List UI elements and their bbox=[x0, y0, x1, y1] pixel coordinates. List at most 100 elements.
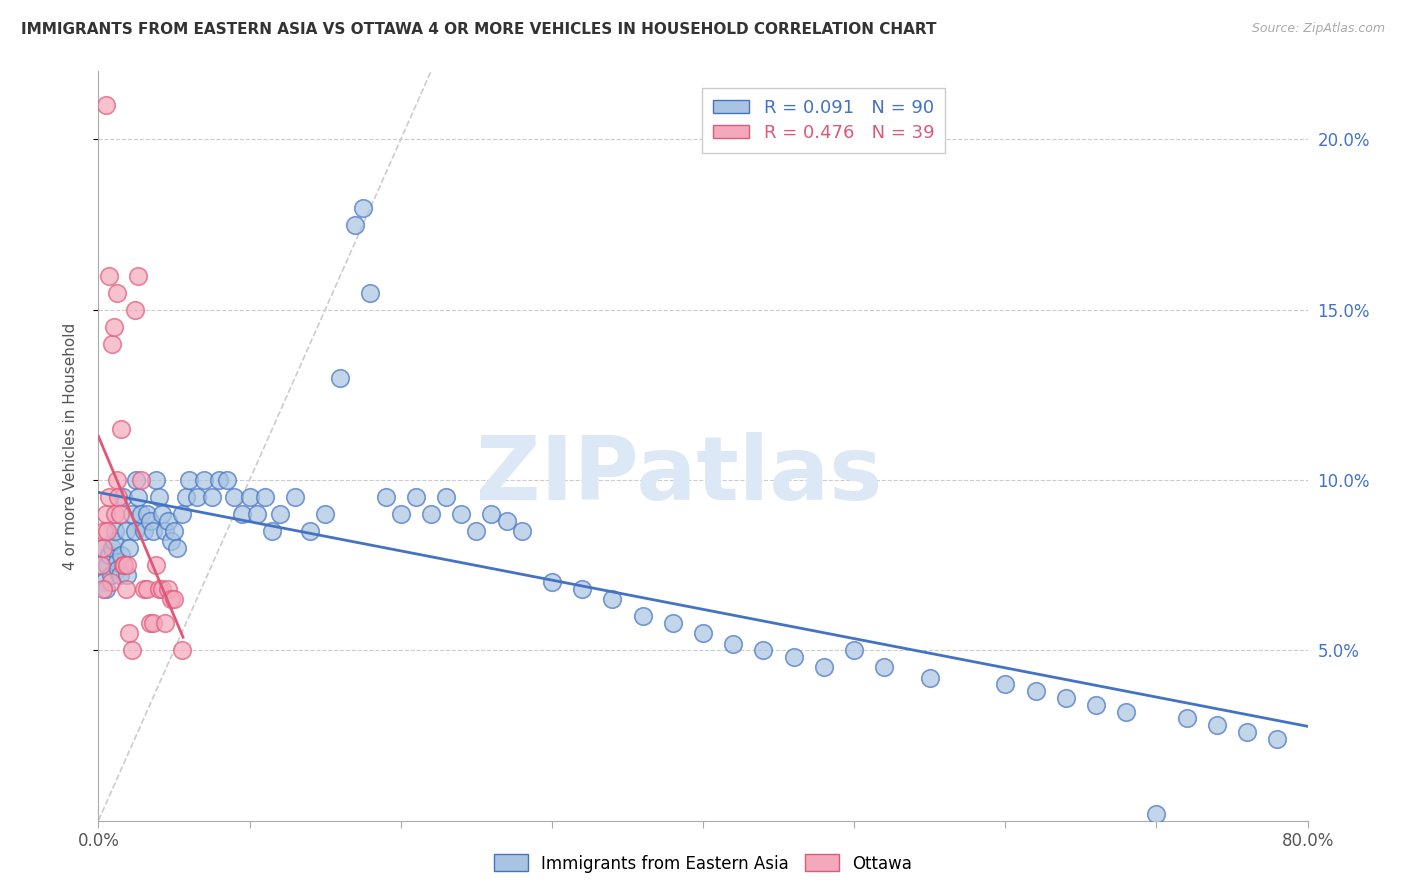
Point bbox=[465, 524, 488, 538]
Point bbox=[215, 473, 238, 487]
Point bbox=[208, 473, 231, 487]
Point bbox=[360, 285, 382, 300]
Point bbox=[1175, 711, 1198, 725]
Point bbox=[121, 643, 143, 657]
Point bbox=[752, 643, 775, 657]
Point bbox=[193, 473, 215, 487]
Point bbox=[103, 534, 125, 549]
Y-axis label: 4 or more Vehicles in Household: 4 or more Vehicles in Household bbox=[63, 322, 77, 570]
Point bbox=[94, 98, 117, 112]
Point bbox=[1206, 718, 1229, 732]
Point bbox=[139, 514, 162, 528]
Point bbox=[844, 643, 866, 657]
Point bbox=[135, 507, 157, 521]
Point bbox=[163, 524, 186, 538]
Point bbox=[112, 558, 135, 573]
Point bbox=[124, 302, 146, 317]
Point bbox=[107, 490, 129, 504]
Text: Source: ZipAtlas.com: Source: ZipAtlas.com bbox=[1251, 22, 1385, 36]
Point bbox=[420, 507, 443, 521]
Point bbox=[170, 507, 193, 521]
Point bbox=[96, 558, 118, 573]
Point bbox=[231, 507, 253, 521]
Point bbox=[105, 555, 128, 569]
Point bbox=[918, 671, 941, 685]
Point bbox=[104, 507, 127, 521]
Point bbox=[153, 616, 176, 631]
Point bbox=[150, 582, 173, 596]
Point bbox=[374, 490, 396, 504]
Point bbox=[571, 582, 593, 596]
Point bbox=[156, 514, 179, 528]
Point bbox=[150, 507, 173, 521]
Point bbox=[118, 541, 141, 556]
Point bbox=[110, 548, 132, 562]
Point bbox=[94, 507, 117, 521]
Point bbox=[107, 561, 129, 575]
Point bbox=[602, 592, 624, 607]
Point bbox=[253, 490, 276, 504]
Point bbox=[344, 218, 367, 232]
Point bbox=[142, 616, 165, 631]
Point bbox=[91, 541, 114, 556]
Point bbox=[510, 524, 533, 538]
Point bbox=[269, 507, 291, 521]
Point bbox=[540, 575, 562, 590]
Point bbox=[93, 575, 115, 590]
Point bbox=[115, 568, 138, 582]
Point bbox=[111, 490, 134, 504]
Point bbox=[1267, 731, 1289, 746]
Point bbox=[98, 268, 121, 283]
Point bbox=[201, 490, 224, 504]
Point bbox=[114, 524, 136, 538]
Point bbox=[139, 616, 162, 631]
Point bbox=[239, 490, 262, 504]
Point bbox=[156, 582, 179, 596]
Point bbox=[262, 524, 284, 538]
Point bbox=[299, 524, 322, 538]
Point bbox=[450, 507, 472, 521]
Point bbox=[98, 548, 121, 562]
Point bbox=[96, 524, 118, 538]
Point bbox=[91, 541, 114, 556]
Point bbox=[129, 507, 152, 521]
Point bbox=[153, 524, 176, 538]
Point bbox=[163, 592, 186, 607]
Point bbox=[160, 534, 183, 549]
Point bbox=[813, 660, 835, 674]
Point bbox=[129, 473, 152, 487]
Point bbox=[105, 473, 128, 487]
Point bbox=[692, 626, 714, 640]
Point bbox=[314, 507, 336, 521]
Point bbox=[434, 490, 457, 504]
Point bbox=[127, 490, 149, 504]
Point bbox=[405, 490, 427, 504]
Point bbox=[352, 201, 374, 215]
Point bbox=[145, 473, 167, 487]
Point bbox=[105, 285, 128, 300]
Point bbox=[125, 473, 148, 487]
Point bbox=[481, 507, 503, 521]
Point bbox=[873, 660, 896, 674]
Point bbox=[115, 558, 138, 573]
Point bbox=[103, 319, 125, 334]
Point bbox=[160, 592, 183, 607]
Point bbox=[1115, 705, 1137, 719]
Point bbox=[90, 558, 112, 573]
Text: ZIPatlas: ZIPatlas bbox=[475, 433, 882, 519]
Point bbox=[495, 514, 517, 528]
Point bbox=[246, 507, 269, 521]
Point bbox=[783, 650, 806, 665]
Point bbox=[91, 582, 114, 596]
Point bbox=[1236, 725, 1258, 739]
Point bbox=[108, 568, 131, 582]
Point bbox=[127, 268, 149, 283]
Point bbox=[994, 677, 1017, 691]
Point bbox=[329, 371, 352, 385]
Point bbox=[124, 524, 146, 538]
Point bbox=[100, 568, 122, 582]
Point bbox=[114, 582, 136, 596]
Point bbox=[1024, 684, 1046, 698]
Point bbox=[179, 473, 201, 487]
Point bbox=[118, 626, 141, 640]
